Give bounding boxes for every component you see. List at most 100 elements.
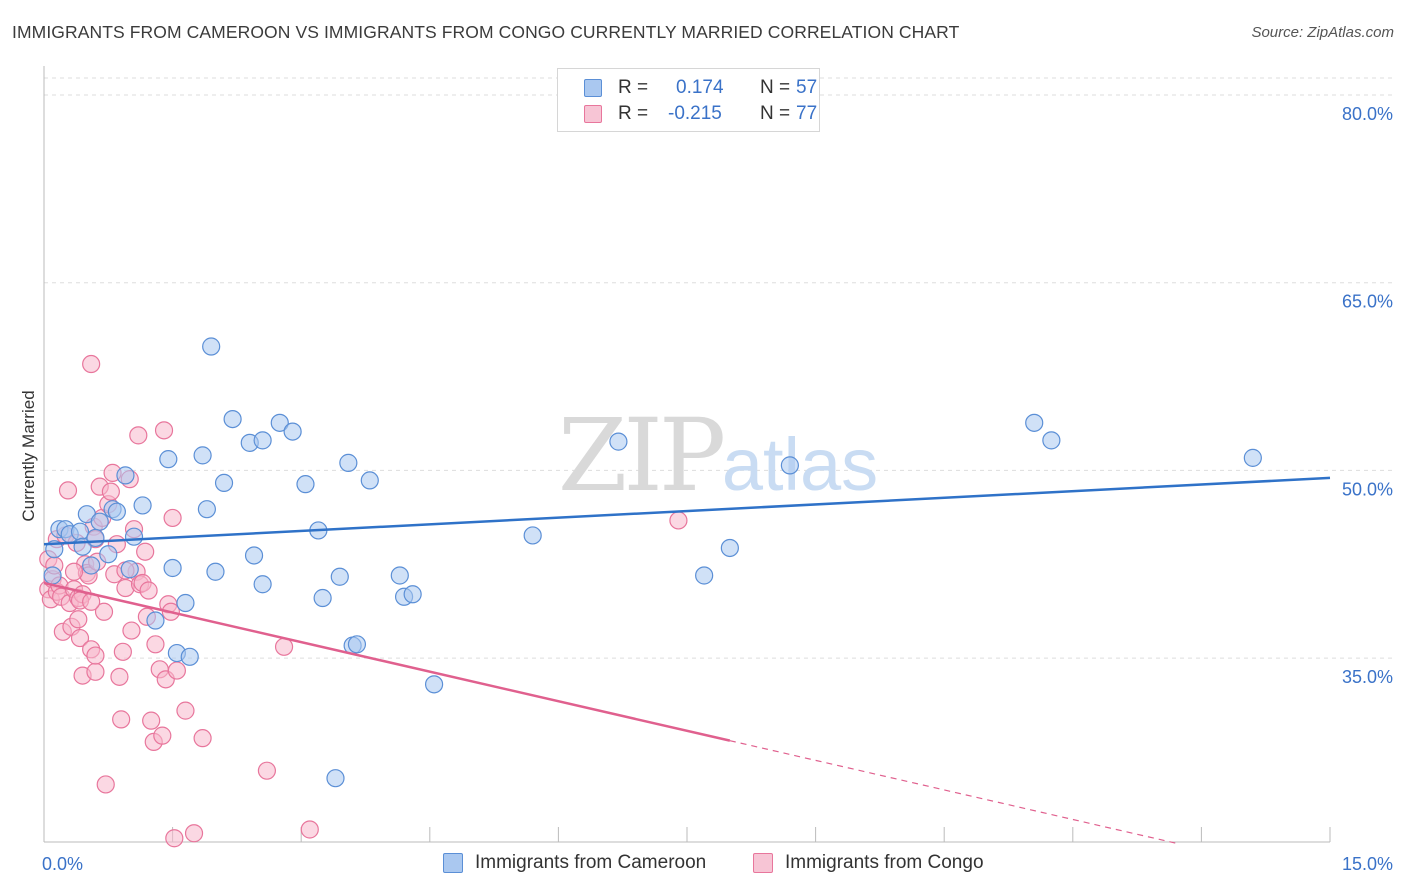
cameroon-point[interactable] <box>339 453 358 472</box>
cameroon-point[interactable] <box>146 611 165 630</box>
cameroon-point[interactable] <box>214 473 234 493</box>
cameroon-point[interactable] <box>609 432 628 451</box>
cameroon-point[interactable] <box>99 545 118 564</box>
congo-point[interactable] <box>193 729 212 748</box>
congo-point[interactable] <box>184 824 204 843</box>
cameroon-point[interactable] <box>124 527 144 546</box>
congo-point[interactable] <box>58 481 78 500</box>
cameroon-point[interactable] <box>206 562 225 581</box>
congo-point[interactable] <box>110 667 129 686</box>
cameroon-trend-line <box>43 476 1331 546</box>
cameroon-point[interactable] <box>424 675 444 694</box>
congo-point[interactable] <box>154 421 174 440</box>
cameroon-point[interactable] <box>253 431 272 450</box>
congo-point[interactable] <box>101 482 120 501</box>
cameroon-point[interactable] <box>116 466 135 485</box>
congo-point[interactable] <box>300 820 319 839</box>
congo-point[interactable] <box>139 581 158 600</box>
congo-point[interactable] <box>96 775 115 794</box>
cameroon-point[interactable] <box>390 566 409 585</box>
axis-layer: 35.0% 50.0% 65.0% 80.0% 0.0% 15.0% <box>42 66 1393 874</box>
congo-point[interactable] <box>669 511 688 530</box>
bottom-legend-label-cameroon: Immigrants from Cameroon <box>475 852 707 873</box>
cameroon-point[interactable] <box>253 575 272 594</box>
congo-point[interactable] <box>113 642 132 661</box>
bottom-legend-label-congo: Immigrants from Congo <box>785 852 984 873</box>
cameroon-point[interactable] <box>176 593 195 613</box>
cameroon-point[interactable] <box>283 422 302 441</box>
congo-point[interactable] <box>70 628 90 648</box>
legend-n-value: 57 <box>796 77 818 98</box>
congo-point[interactable] <box>94 602 114 621</box>
cameroon-point[interactable] <box>695 566 714 585</box>
congo-point[interactable] <box>69 610 88 629</box>
cameroon-point[interactable] <box>347 635 367 654</box>
cameroon-point[interactable] <box>1243 448 1262 467</box>
congo-point[interactable] <box>86 662 105 681</box>
congo-point[interactable] <box>86 646 105 665</box>
grid-layer <box>44 77 1392 659</box>
cameroon-point[interactable] <box>780 456 799 475</box>
congo-point[interactable] <box>82 354 101 374</box>
congo-point[interactable] <box>136 542 155 561</box>
cameroon-point[interactable] <box>326 769 345 788</box>
cameroon-point[interactable] <box>523 526 542 545</box>
cameroon-point[interactable] <box>244 546 264 565</box>
congo-point[interactable] <box>163 508 182 528</box>
congo-point[interactable] <box>274 637 294 656</box>
cameroon-point[interactable] <box>1042 431 1061 450</box>
cameroon-point[interactable] <box>107 502 126 521</box>
cameroon-point[interactable] <box>1025 413 1044 432</box>
cameroon-point[interactable] <box>86 528 105 548</box>
y-tick-label: 80.0% <box>1342 104 1393 124</box>
cameroon-point[interactable] <box>82 556 101 575</box>
x-tick-label: 0.0% <box>42 854 83 874</box>
watermark-zip: ZIP <box>558 397 723 514</box>
chart-title: IMMIGRANTS FROM CAMEROON VS IMMIGRANTS F… <box>12 22 960 42</box>
cameroon-point[interactable] <box>202 337 221 356</box>
source-label: Source: ZipAtlas.com <box>1251 24 1394 41</box>
legend-n-value: 77 <box>796 103 818 124</box>
congo-point[interactable] <box>64 562 84 581</box>
cameroon-point[interactable] <box>193 446 212 465</box>
cameroon-point[interactable] <box>159 450 178 469</box>
cameroon-point[interactable] <box>296 475 315 494</box>
cameroon-point[interactable] <box>90 512 109 531</box>
x-tick-label: 15.0% <box>1342 854 1393 874</box>
congo-point[interactable] <box>112 710 131 729</box>
legend-r-label: R = <box>618 77 649 98</box>
congo-points <box>39 354 688 848</box>
legend-n-label: N = <box>760 77 791 98</box>
bottom-legend-swatch-cameroon <box>443 853 463 873</box>
cameroon-point[interactable] <box>133 496 152 515</box>
congo-point[interactable] <box>176 701 195 720</box>
cameroon-point[interactable] <box>360 471 379 490</box>
y-tick-label: 35.0% <box>1342 667 1393 687</box>
congo-point[interactable] <box>257 761 277 780</box>
cameroon-point[interactable] <box>70 522 90 541</box>
congo-point[interactable] <box>129 426 148 445</box>
cameroon-point[interactable] <box>313 588 332 608</box>
congo-point[interactable] <box>122 621 141 640</box>
cameroon-point[interactable] <box>720 538 739 558</box>
congo-point[interactable] <box>165 829 184 848</box>
legend-swatch-congo <box>584 105 602 123</box>
watermark-atlas: atlas <box>722 423 878 506</box>
cameroon-point[interactable] <box>180 647 199 666</box>
cameroon-point[interactable] <box>43 566 62 585</box>
cameroon-point[interactable] <box>270 413 289 432</box>
cameroon-point[interactable] <box>403 585 422 604</box>
cameroon-point[interactable] <box>223 409 242 429</box>
cameroon-point[interactable] <box>197 500 216 519</box>
cameroon-point[interactable] <box>163 558 182 578</box>
congo-point[interactable] <box>167 661 186 680</box>
cameroon-point[interactable] <box>120 560 139 579</box>
correlation-legend: R = 0.174 N = 57 R = -0.215 N = 77 <box>557 68 820 132</box>
congo-point[interactable] <box>142 711 161 730</box>
congo-point[interactable] <box>146 635 165 654</box>
legend-swatch-cameroon <box>584 79 602 97</box>
cameroon-point[interactable] <box>330 567 349 586</box>
legend-r-value: 0.174 <box>676 77 724 98</box>
congo-point[interactable] <box>153 726 172 745</box>
